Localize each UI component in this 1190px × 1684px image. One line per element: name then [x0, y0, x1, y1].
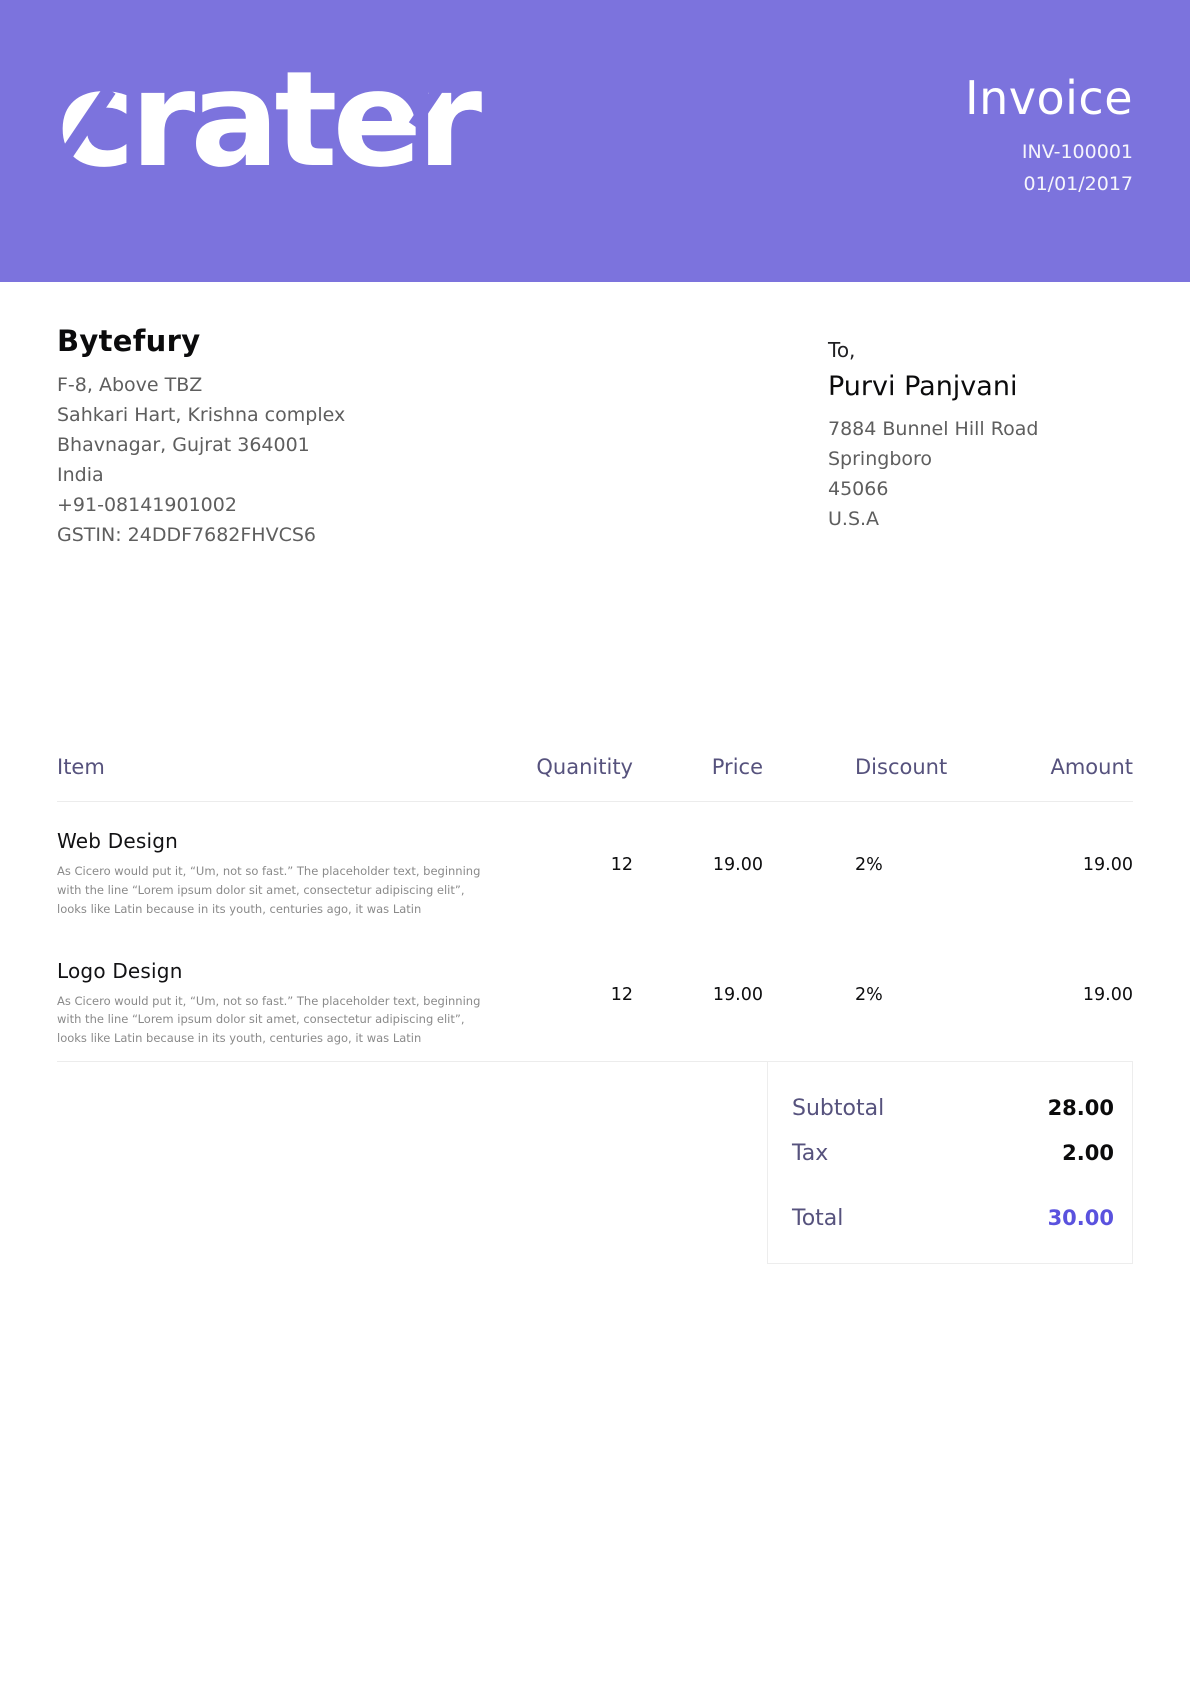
item-discount: 2%: [855, 855, 883, 875]
company-address: F-8, Above TBZ Sahkari Hart, Krishna com…: [57, 370, 345, 550]
customer-address-line: U.S.A: [828, 508, 880, 530]
subtotal-label: Subtotal: [792, 1096, 885, 1122]
item-quantity: 12: [610, 855, 633, 875]
item-name: Web Design: [57, 829, 179, 853]
item-cell: Logo Design As Cicero would put it, “Um,…: [57, 959, 503, 1049]
subtotal-row: Subtotal 28.00: [792, 1096, 1114, 1121]
column-header-discount: Discount: [855, 755, 948, 779]
customer-name: Purvi Panjvani: [828, 371, 1018, 402]
column-header-item: Item: [57, 755, 105, 779]
bill-to-block: To, Purvi Panjvani 7884 Bunnel Hill Road…: [828, 324, 1133, 550]
column-header-price: Price: [711, 755, 763, 779]
total-label: Total: [792, 1206, 844, 1232]
item-name: Logo Design: [57, 958, 183, 983]
invoice-date: 01/01/2017: [1023, 172, 1133, 195]
customer-address: 7884 Bunnel Hill Road Springboro 45066 U…: [828, 414, 1133, 534]
totals-box: Subtotal 28.00 Tax 2.00 Total 30.00: [767, 1061, 1133, 1265]
company-address-line: Sahkari Hart, Krishna complex: [57, 404, 346, 426]
column-header-amount: Amount: [1050, 755, 1133, 779]
total-value: 30.00: [1047, 1206, 1114, 1231]
company-gstin: GSTIN: 24DDF7682FHVCS6: [57, 524, 316, 546]
item-quantity: 12: [610, 984, 633, 1005]
invoice-title-block: Invoice INV-100001 01/01/2017: [965, 72, 1133, 195]
company-name: Bytefury: [57, 324, 201, 358]
item-price: 19.00: [712, 855, 763, 875]
items-table-header: Item Quanitity Price Discount Amount: [57, 755, 1133, 802]
customer-address-line: 7884 Bunnel Hill Road: [828, 418, 1039, 440]
crater-logo: crater: [52, 47, 482, 193]
customer-address-line: 45066: [828, 478, 889, 500]
total-row: Total 30.00: [792, 1206, 1114, 1231]
company-address-line: Bhavnagar, Gujrat 364001: [57, 434, 310, 456]
item-amount: 19.00: [1082, 855, 1133, 875]
invoice-title: Invoice: [965, 71, 1133, 125]
item-description: As Cicero would put it, “Um, not so fast…: [57, 864, 481, 916]
item-description: As Cicero would put it, “Um, not so fast…: [57, 993, 481, 1046]
company-from-block: Bytefury F-8, Above TBZ Sahkari Hart, Kr…: [57, 324, 345, 550]
company-address-line: India: [57, 464, 104, 486]
items-table: Item Quanitity Price Discount Amount Web…: [57, 755, 1133, 1063]
table-row: Web Design As Cicero would put it, “Um, …: [57, 802, 1133, 932]
tax-label: Tax: [792, 1141, 829, 1167]
bill-to-label: To,: [828, 338, 856, 362]
table-row: Logo Design As Cicero would put it, “Um,…: [57, 932, 1133, 1062]
invoice-header-band: crater Invoice INV-100001 01/01/2017: [0, 0, 1190, 282]
tax-row: Tax 2.00: [792, 1141, 1114, 1166]
company-address-line: F-8, Above TBZ: [57, 374, 203, 396]
item-cell: Web Design As Cicero would put it, “Um, …: [57, 829, 503, 919]
item-price: 19.00: [712, 984, 763, 1005]
item-amount: 19.00: [1082, 984, 1133, 1005]
parties-section: Bytefury F-8, Above TBZ Sahkari Hart, Kr…: [0, 324, 1190, 550]
customer-address-line: Springboro: [828, 448, 933, 470]
tax-value: 2.00: [1062, 1141, 1114, 1166]
subtotal-value: 28.00: [1047, 1096, 1114, 1121]
company-phone: +91-08141901002: [57, 494, 237, 516]
item-discount: 2%: [855, 984, 883, 1005]
invoice-number: INV-100001: [1021, 140, 1133, 163]
column-header-quantity: Quanitity: [536, 755, 633, 779]
items-table-rows: Web Design As Cicero would put it, “Um, …: [57, 802, 1133, 1063]
